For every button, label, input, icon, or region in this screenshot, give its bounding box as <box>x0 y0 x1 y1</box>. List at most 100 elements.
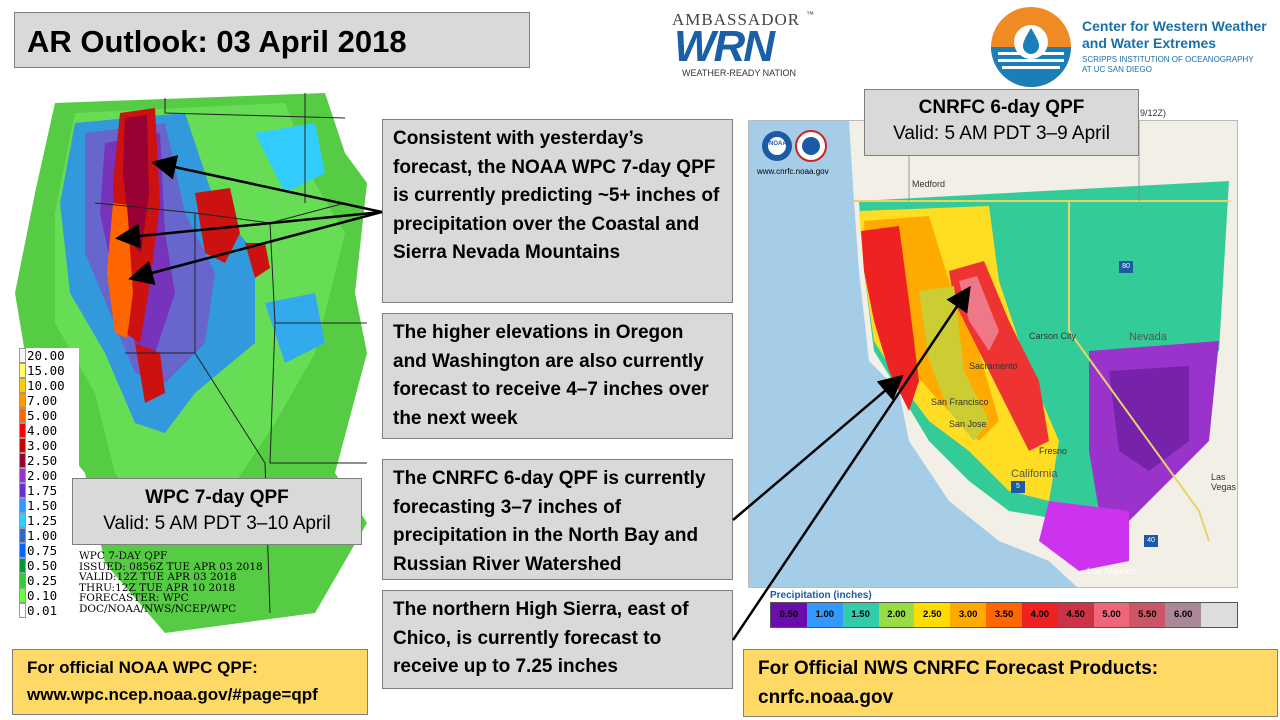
city-label-medford: Medford <box>912 179 946 189</box>
footer-cnrfc-line1: For Official NWS CNRFC Forecast Products… <box>758 658 1159 679</box>
legend-value: 20.00 <box>27 348 65 363</box>
legend-swatch <box>19 513 26 528</box>
legend-value: 15.00 <box>27 363 65 378</box>
wpc-meta-line: WPC 7-DAY QPF <box>79 550 168 562</box>
callout-oregon-washington: The higher elevations in Oregon and Wash… <box>382 313 733 439</box>
legend-row: 0.10 <box>19 588 73 603</box>
cnrfc-qpf-map: NOAA www.cnrfc.noaa.gov Medford Carson C… <box>748 120 1238 588</box>
cnrfc-map-graphic <box>749 121 1237 587</box>
legend-row: 0.50 <box>19 558 73 573</box>
legend-row: 2.50 <box>19 453 73 468</box>
wpc-label-valid: Valid: 5 AM PDT 3–10 April <box>103 513 331 534</box>
legend-value: 7.00 <box>27 393 58 408</box>
colorbar-cell: 5.50 <box>1129 603 1166 627</box>
city-label-san-francisco: San Francisco <box>931 397 989 407</box>
legend-swatch <box>19 528 26 543</box>
legend-swatch <box>19 348 26 363</box>
noaa-logo-label: NOAA <box>769 141 787 147</box>
legend-row: 15.00 <box>19 363 73 378</box>
legend-row: 2.00 <box>19 468 73 483</box>
logo-text-weather-ready: WEATHER-READY NATION <box>682 68 797 78</box>
legend-swatch <box>19 438 26 453</box>
cw3e-name-line1: Center for Western Weather <box>1082 18 1267 34</box>
legend-swatch <box>19 408 26 423</box>
colorbar-cell: 6.00 <box>1165 603 1202 627</box>
legend-row: 1.25 <box>19 513 73 528</box>
legend-swatch <box>19 453 26 468</box>
footer-wpc-link: For official NOAA WPC QPF: www.wpc.ncep.… <box>12 649 368 715</box>
legend-row: 3.00 <box>19 438 73 453</box>
route-shield-5: 5 <box>1011 481 1025 493</box>
legend-row: 4.00 <box>19 423 73 438</box>
colorbar-cells: 0.50 1.00 1.50 2.00 2.50 3.00 3.50 4.00 4.50 5.00… <box>770 602 1238 628</box>
wpc-meta-line: VALID:12Z TUE APR 03 2018 <box>79 571 237 583</box>
colorbar-cell-end <box>1201 603 1237 627</box>
footer-wpc-line1: For official NOAA WPC QPF: <box>27 658 258 677</box>
legend-swatch <box>19 363 26 378</box>
colorbar-cell: 1.00 <box>806 603 843 627</box>
legend-value: 4.00 <box>27 423 58 438</box>
footer-wpc-url[interactable]: www.wpc.ncep.noaa.gov/#page=qpf <box>27 685 318 704</box>
legend-row: 7.00 <box>19 393 73 408</box>
logo-text-tm: ™ <box>806 10 814 19</box>
callout-wpc-7day: Consistent with yesterday’s forecast, th… <box>382 119 733 303</box>
legend-swatch <box>19 543 26 558</box>
wpc-label-title: WPC 7-day QPF <box>145 487 289 508</box>
legend-swatch <box>19 498 26 513</box>
wpc-qpf-map: 20.00 15.00 10.00 7.00 5.00 4.00 3.00 2.50 2.00 1… <box>15 93 367 633</box>
legend-row: 0.75 <box>19 543 73 558</box>
legend-swatch <box>19 423 26 438</box>
cw3e-name-line2: and Water Extremes <box>1082 35 1217 51</box>
colorbar-cell: 1.50 <box>842 603 879 627</box>
legend-value: 1.25 <box>27 513 58 528</box>
city-label-san-jose: San Jose <box>949 419 987 429</box>
logo-text-wrn: WRN <box>674 22 775 71</box>
legend-value: 0.01 <box>27 603 58 618</box>
region-label-nevada: Nevada <box>1129 331 1167 343</box>
legend-value: 0.10 <box>27 588 58 603</box>
legend-value: 1.75 <box>27 483 58 498</box>
legend-swatch <box>19 603 26 618</box>
legend-value: 1.50 <box>27 498 58 513</box>
wpc-legend: 20.00 15.00 10.00 7.00 5.00 4.00 3.00 2.50 2.00 1… <box>19 348 79 622</box>
cnrfc-colorbar: Precipitation (inches) 0.50 1.00 1.50 2.00 2… <box>760 588 1240 636</box>
legend-swatch <box>19 558 26 573</box>
route-shield-80: 80 <box>1119 261 1133 273</box>
ambassador-wrn-logo: AMBASSADOR ™ WRN WEATHER-READY NATION <box>668 8 818 80</box>
colorbar-cell: 2.50 <box>914 603 951 627</box>
legend-row: 0.01 <box>19 603 73 618</box>
legend-value: 5.00 <box>27 408 58 423</box>
cnrfc-label-valid: Valid: 5 AM PDT 3–9 April <box>893 123 1110 144</box>
logo-text-ambassador: AMBASSADOR <box>672 10 801 29</box>
cw3e-subtitle-line1: SCRIPPS INSTITUTION OF OCEANOGRAPHY <box>1082 55 1254 64</box>
colorbar-cell: 5.00 <box>1093 603 1130 627</box>
wpc-meta-line: ISSUED: 0856Z TUE APR 03 2018 <box>79 560 263 573</box>
colorbar-cell: 3.00 <box>950 603 987 627</box>
colorbar-cell: 4.50 <box>1057 603 1094 627</box>
route-shield-40: 40 <box>1144 535 1158 547</box>
cw3e-subtitle-line2: AT UC SAN DIEGO <box>1082 65 1152 74</box>
colorbar-cell: 3.50 <box>986 603 1022 627</box>
legend-value: 10.00 <box>27 378 65 393</box>
wpc-meta-line: DOC/NOAA/NWS/NCEP/WPC <box>79 602 237 615</box>
legend-swatch <box>19 378 26 393</box>
city-label-sacramento: Sacramento <box>969 361 1018 371</box>
wpc-meta-line: FORECASTER: WPC <box>79 592 189 604</box>
city-label-las-vegas: Las Vegas <box>1211 472 1237 492</box>
footer-cnrfc-url[interactable]: cnrfc.noaa.gov <box>758 687 894 708</box>
legend-swatch <box>19 588 26 603</box>
colorbar-cell: 4.00 <box>1021 603 1058 627</box>
legend-row: 0.25 <box>19 573 73 588</box>
legend-value: 2.50 <box>27 453 58 468</box>
legend-swatch <box>19 573 26 588</box>
cnrfc-corner-text: 9/12Z) <box>1140 108 1167 118</box>
cw3e-logo: Center for Western Weather and Water Ext… <box>990 6 1275 88</box>
colorbar-cell: 2.00 <box>878 603 915 627</box>
legend-value: 0.75 <box>27 543 58 558</box>
cw3e-drop-icon <box>991 7 1071 87</box>
city-label-los-angeles: Los Angeles <box>1087 566 1137 576</box>
city-label-carson-city: Carson City <box>1029 331 1077 341</box>
legend-value: 3.00 <box>27 438 58 453</box>
cnrfc-label-title: CNRFC 6-day QPF <box>918 97 1085 118</box>
region-label-california: California <box>1011 468 1058 480</box>
